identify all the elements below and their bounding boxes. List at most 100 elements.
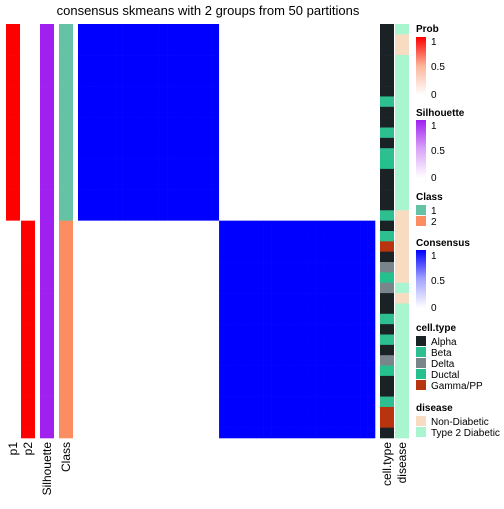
consensus-cell: [92, 293, 101, 304]
consensus-cell: [115, 24, 123, 35]
consensus-cell: [115, 210, 123, 221]
consensus-cell: [92, 313, 101, 325]
consensus-cell: [315, 344, 324, 356]
consensus-cell: [352, 417, 361, 428]
consensus-cell: [78, 86, 86, 97]
consensus-cell: [204, 324, 212, 335]
consensus-cell: [256, 272, 264, 284]
consensus-cell: [129, 75, 138, 87]
legend-cell-type-title: cell.type: [416, 323, 456, 334]
consensus-cell: [285, 24, 294, 35]
silhouette-cell: [40, 375, 54, 387]
consensus-cell: [337, 106, 346, 118]
consensus-cell: [330, 148, 339, 159]
consensus-cell: [271, 406, 279, 418]
p1-cell: [6, 365, 20, 377]
consensus-cell: [308, 241, 316, 252]
consensus-cell: [256, 365, 264, 377]
consensus-cell: [219, 106, 227, 118]
consensus-cell: [92, 282, 101, 294]
consensus-cell: [144, 117, 153, 128]
column-label-class: Class: [59, 442, 73, 472]
consensus-cell: [122, 127, 131, 139]
consensus-cell: [233, 365, 242, 377]
consensus-cell: [271, 334, 279, 346]
consensus-cell: [323, 262, 331, 273]
consensus-cell: [92, 386, 101, 397]
consensus-cell: [248, 44, 257, 56]
consensus-cell: [367, 55, 376, 66]
consensus-cell: [285, 334, 294, 346]
p2-cell: [21, 313, 35, 325]
consensus-cell: [300, 137, 309, 149]
consensus-cell: [278, 344, 287, 356]
consensus-cell: [181, 241, 190, 252]
consensus-cell: [323, 303, 331, 315]
cell-type-cell: [380, 241, 394, 252]
consensus-cell: [285, 220, 294, 232]
consensus-cell: [263, 75, 272, 87]
consensus-cell: [85, 65, 94, 77]
consensus-cell: [174, 96, 183, 108]
p2-cell: [21, 386, 35, 397]
consensus-cell: [152, 293, 160, 304]
consensus-cell: [308, 44, 316, 56]
consensus-cell: [211, 96, 220, 108]
consensus-cell: [293, 34, 302, 45]
consensus-cell: [129, 220, 138, 232]
legend-consensus-title: Consensus: [416, 238, 470, 249]
consensus-cell: [137, 106, 146, 118]
consensus-cell: [278, 75, 287, 87]
consensus-cell: [263, 355, 272, 366]
consensus-cell: [308, 24, 316, 35]
consensus-cell: [92, 34, 101, 45]
legend-class-label-1: 1: [431, 206, 437, 217]
consensus-cell: [85, 127, 94, 139]
consensus-cell: [152, 282, 160, 294]
consensus-cell: [115, 293, 123, 304]
consensus-cell: [189, 272, 198, 284]
consensus-cell: [226, 417, 235, 428]
consensus-cell: [100, 127, 108, 139]
consensus-cell: [78, 117, 86, 128]
consensus-cell: [167, 65, 175, 77]
consensus-cell: [278, 189, 287, 201]
consensus-cell: [233, 117, 242, 128]
consensus-cell: [144, 44, 153, 56]
consensus-cell: [100, 158, 108, 170]
cell-type-cell: [380, 355, 394, 366]
consensus-cell: [181, 65, 190, 77]
disease-annotation-column: [395, 24, 409, 439]
consensus-cell: [360, 334, 368, 346]
consensus-cell: [315, 158, 324, 170]
disease-cell: [395, 106, 409, 118]
consensus-cell: [233, 65, 242, 77]
consensus-cell: [211, 148, 220, 159]
consensus-cell: [263, 210, 272, 221]
consensus-cell: [219, 199, 227, 211]
consensus-cell: [144, 417, 153, 428]
consensus-cell: [85, 282, 94, 294]
consensus-cell: [115, 334, 123, 346]
p1-cell: [6, 334, 20, 346]
consensus-cell: [204, 262, 212, 273]
consensus-cell: [300, 262, 309, 273]
consensus-cell: [159, 75, 168, 87]
consensus-cell: [100, 282, 108, 294]
consensus-cell: [137, 220, 146, 232]
consensus-cell: [152, 251, 160, 263]
consensus-cell: [241, 220, 250, 232]
consensus-cell: [122, 148, 131, 159]
consensus-cell: [211, 386, 220, 397]
consensus-cell: [159, 44, 168, 56]
consensus-cell: [211, 324, 220, 335]
consensus-cell: [122, 293, 131, 304]
p1-cell: [6, 127, 20, 139]
consensus-cell: [159, 375, 168, 387]
consensus-cell: [278, 34, 287, 45]
legend-silhouette: Silhouette 1 0.5 0: [416, 108, 465, 184]
consensus-cell: [300, 158, 309, 170]
consensus-cell: [196, 34, 205, 45]
consensus-cell: [337, 417, 346, 428]
